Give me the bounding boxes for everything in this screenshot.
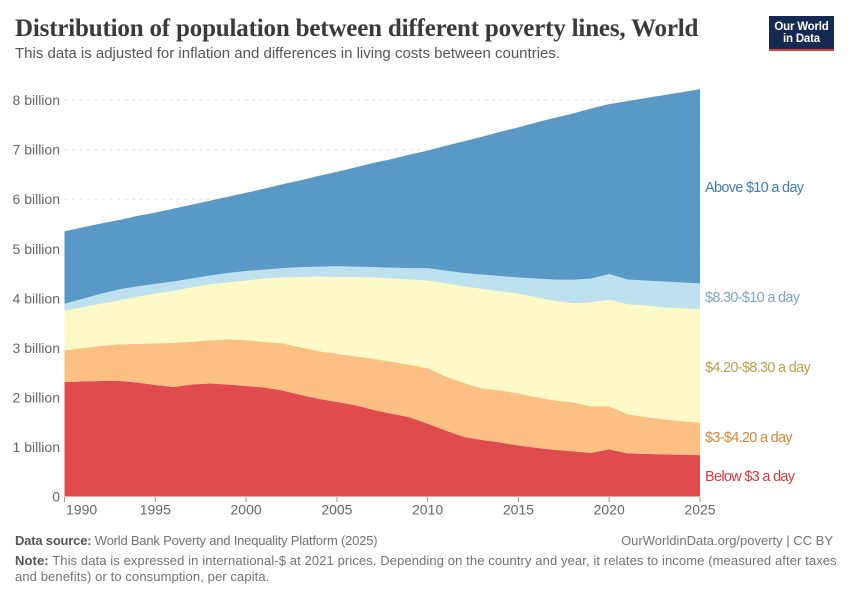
svg-text:2005: 2005 — [321, 502, 352, 518]
svg-text:6 billion: 6 billion — [13, 191, 60, 207]
svg-text:Below $3 a day: Below $3 a day — [705, 469, 796, 485]
svg-text:Above $10 a day: Above $10 a day — [705, 180, 805, 196]
svg-text:1995: 1995 — [140, 502, 171, 518]
svg-text:2020: 2020 — [594, 502, 625, 518]
svg-text:2000: 2000 — [231, 502, 262, 518]
svg-text:1 billion: 1 billion — [13, 439, 60, 455]
svg-text:8 billion: 8 billion — [13, 92, 60, 108]
svg-text:$8.30-$10 a day: $8.30-$10 a day — [705, 290, 801, 306]
svg-text:2 billion: 2 billion — [13, 389, 60, 405]
svg-text:4 billion: 4 billion — [13, 290, 60, 306]
svg-text:$3-$4.20 a day: $3-$4.20 a day — [705, 430, 793, 446]
svg-text:2010: 2010 — [412, 502, 443, 518]
svg-text:0: 0 — [52, 489, 60, 505]
svg-text:5 billion: 5 billion — [13, 241, 60, 257]
svg-text:$4.20-$8.30 a day: $4.20-$8.30 a day — [705, 360, 811, 376]
svg-text:1990: 1990 — [66, 502, 97, 518]
svg-text:2025: 2025 — [684, 502, 715, 518]
svg-text:7 billion: 7 billion — [13, 142, 60, 158]
svg-text:2015: 2015 — [503, 502, 534, 518]
svg-text:3 billion: 3 billion — [13, 340, 60, 356]
